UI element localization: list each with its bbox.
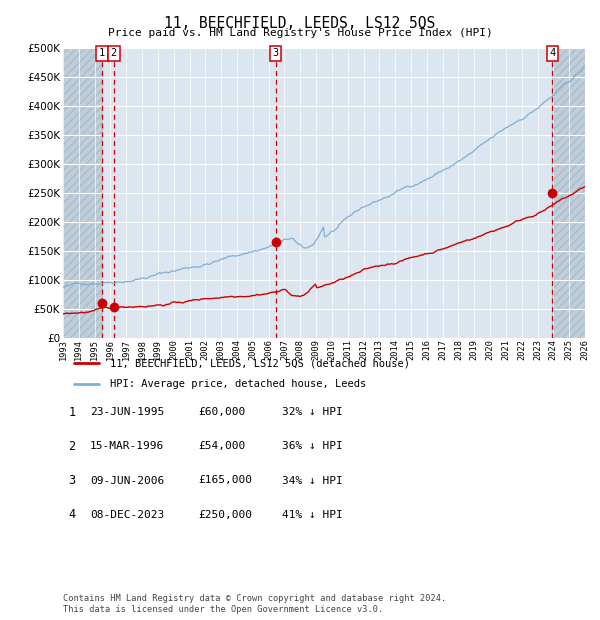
Text: £165,000: £165,000 [198, 476, 252, 485]
Text: 2: 2 [110, 48, 117, 58]
Bar [553, 48, 585, 338]
Text: Price paid vs. HM Land Registry's House Price Index (HPI): Price paid vs. HM Land Registry's House … [107, 28, 493, 38]
Text: £250,000: £250,000 [198, 510, 252, 520]
Text: 32% ↓ HPI: 32% ↓ HPI [282, 407, 343, 417]
Bar [553, 48, 585, 338]
Text: 41% ↓ HPI: 41% ↓ HPI [282, 510, 343, 520]
Text: 11, BEECHFIELD, LEEDS, LS12 5QS (detached house): 11, BEECHFIELD, LEEDS, LS12 5QS (detache… [110, 358, 410, 368]
Text: 34% ↓ HPI: 34% ↓ HPI [282, 476, 343, 485]
Text: 4: 4 [68, 508, 76, 521]
Text: 11, BEECHFIELD, LEEDS, LS12 5QS: 11, BEECHFIELD, LEEDS, LS12 5QS [164, 16, 436, 30]
Text: 23-JUN-1995: 23-JUN-1995 [90, 407, 164, 417]
Text: 1: 1 [99, 48, 106, 58]
Text: £60,000: £60,000 [198, 407, 245, 417]
Text: 36% ↓ HPI: 36% ↓ HPI [282, 441, 343, 451]
Bar [63, 48, 102, 338]
Text: £54,000: £54,000 [198, 441, 245, 451]
Text: HPI: Average price, detached house, Leeds: HPI: Average price, detached house, Leed… [110, 379, 366, 389]
Text: 2: 2 [68, 440, 76, 453]
Text: 1: 1 [68, 406, 76, 419]
Text: 08-DEC-2023: 08-DEC-2023 [90, 510, 164, 520]
Text: Contains HM Land Registry data © Crown copyright and database right 2024.
This d: Contains HM Land Registry data © Crown c… [63, 595, 446, 614]
Text: 15-MAR-1996: 15-MAR-1996 [90, 441, 164, 451]
Text: 09-JUN-2006: 09-JUN-2006 [90, 476, 164, 485]
Bar [63, 48, 102, 338]
Text: 3: 3 [68, 474, 76, 487]
Text: 4: 4 [549, 48, 556, 58]
Text: 3: 3 [272, 48, 279, 58]
